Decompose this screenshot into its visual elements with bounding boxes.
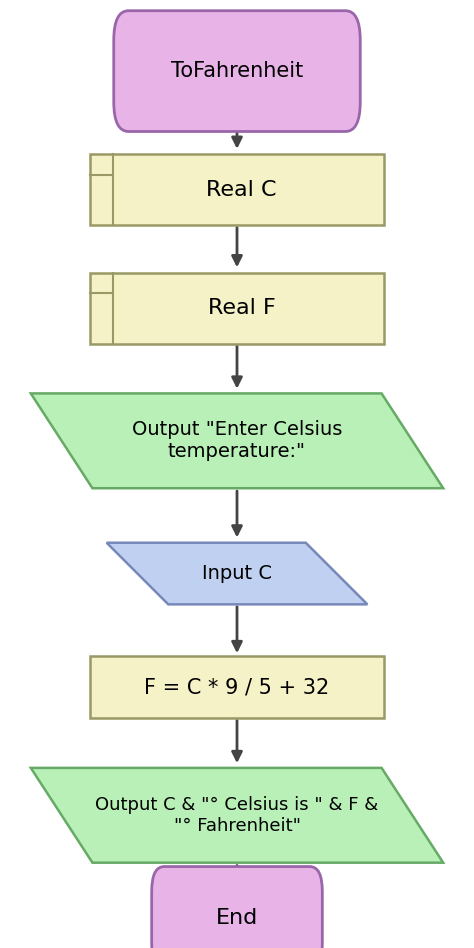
Text: F = C * 9 / 5 + 32: F = C * 9 / 5 + 32 [145,677,329,698]
Text: Real C: Real C [206,179,277,200]
Bar [90,273,384,344]
Bar [90,657,384,719]
FancyBboxPatch shape [152,866,322,948]
Text: Output C & "° Celsius is " & F &
"° Fahrenheit": Output C & "° Celsius is " & F & "° Fahr… [95,796,379,834]
Polygon shape [31,393,443,488]
Bar [90,155,384,226]
Text: End: End [216,907,258,928]
Text: Real F: Real F [208,298,275,319]
Text: Output "Enter Celsius
temperature:": Output "Enter Celsius temperature:" [132,420,342,462]
Polygon shape [31,768,443,863]
Polygon shape [107,542,367,605]
Text: Input C: Input C [202,564,272,583]
FancyBboxPatch shape [114,10,360,132]
Text: ToFahrenheit: ToFahrenheit [171,61,303,82]
